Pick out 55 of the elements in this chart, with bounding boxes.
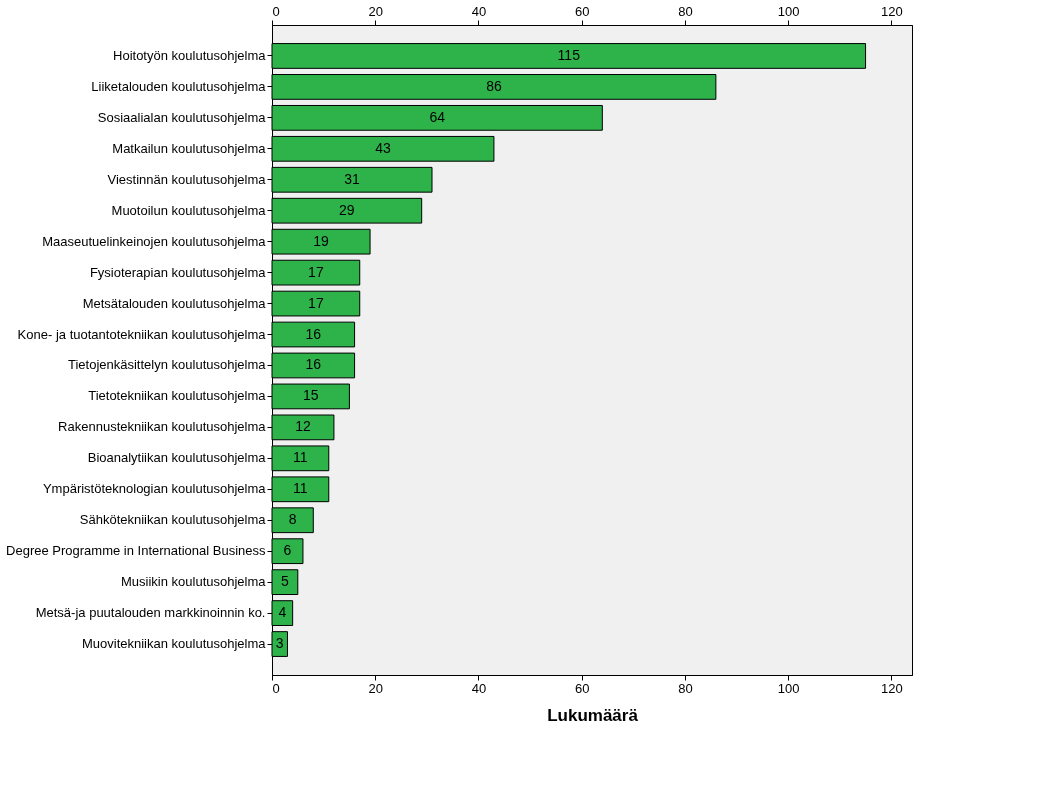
y-tick-label: Metsä-ja puutalouden markkinoinnin ko. xyxy=(35,605,266,621)
y-tick-label: Hoitotyön koulutusohjelma xyxy=(113,47,267,63)
y-tick-label: Fysioterapian koulutusohjelma xyxy=(89,264,267,280)
data-label: 4 xyxy=(278,604,287,621)
y-tick-label: Tietotekniikan koulutusohjelma xyxy=(88,388,267,404)
x-tick-label: 20 xyxy=(368,680,383,696)
x-tick-label: 80 xyxy=(678,680,693,696)
data-label: 6 xyxy=(283,542,292,559)
y-tick-label: Maaseutuelinkeinojen koulutusohjelma xyxy=(42,233,267,249)
y-tick-label: Musiikin koulutusohjelma xyxy=(120,574,267,590)
x-tick-label: 0 xyxy=(272,680,280,696)
data-label: 11 xyxy=(293,480,308,497)
data-label: 15 xyxy=(302,387,319,404)
data-label: 8 xyxy=(288,511,297,528)
y-tick-label: Rakennustekniikan koulutusohjelma xyxy=(58,419,267,435)
data-label: 16 xyxy=(305,356,322,373)
data-label: 12 xyxy=(295,418,311,435)
x-tick-label: 40 xyxy=(471,680,487,696)
x-tick-label: 60 xyxy=(574,680,590,696)
x2-tick-label: 100 xyxy=(777,3,800,19)
data-label: 17 xyxy=(308,263,324,280)
x2-tick-label: 0 xyxy=(272,3,280,19)
y-tick-label: Kone- ja tuotantotekniikan koulutusohjelma xyxy=(17,326,267,342)
data-label: 43 xyxy=(375,139,391,156)
data-label: 11 xyxy=(293,449,308,466)
y-tick-label: Degree Programme in International Business xyxy=(6,543,266,559)
y-tick-label: Ympäristöteknologian koulutusohjelma xyxy=(42,481,267,497)
x2-tick-label: 40 xyxy=(471,3,487,19)
y-tick-label: Bioanalytiikan koulutusohjelma xyxy=(87,450,267,466)
data-label: 115 xyxy=(557,46,581,63)
x-tick-label: 100 xyxy=(777,680,800,696)
x-axis-title: Lukumäärä xyxy=(547,705,639,725)
y-tick-label: Matkailun koulutusohjelma xyxy=(112,140,267,156)
y-tick-label: Sähkötekniikan koulutusohjelma xyxy=(79,512,267,528)
x2-tick-label: 120 xyxy=(881,3,903,19)
data-label: 29 xyxy=(339,201,355,218)
y-tick-label: Muovitekniikan koulutusohjelma xyxy=(81,636,267,652)
x-tick-label: 120 xyxy=(881,680,903,696)
data-label: 5 xyxy=(281,573,289,590)
data-label: 16 xyxy=(305,325,322,342)
data-label: 86 xyxy=(486,77,502,94)
data-label: 17 xyxy=(308,294,324,311)
data-label: 64 xyxy=(429,108,446,125)
x2-tick-label: 80 xyxy=(678,3,693,19)
data-label: 19 xyxy=(313,232,330,249)
x2-tick-label: 20 xyxy=(368,3,383,19)
x2-tick-label: 60 xyxy=(574,3,590,19)
data-label: 3 xyxy=(275,635,284,652)
y-tick-label: Viestinnän koulutusohjelma xyxy=(107,171,267,187)
y-tick-label: Liiketalouden koulutusohjelma xyxy=(91,78,267,94)
y-tick-label: Metsätalouden koulutusohjelma xyxy=(82,295,267,311)
y-tick-label: Sosiaalialan koulutusohjelma xyxy=(97,109,267,125)
data-label: 31 xyxy=(344,170,360,187)
y-tick-label: Tietojenkäsittelyn koulutusohjelma xyxy=(67,357,267,373)
y-tick-label: Muotoilun koulutusohjelma xyxy=(111,202,267,218)
